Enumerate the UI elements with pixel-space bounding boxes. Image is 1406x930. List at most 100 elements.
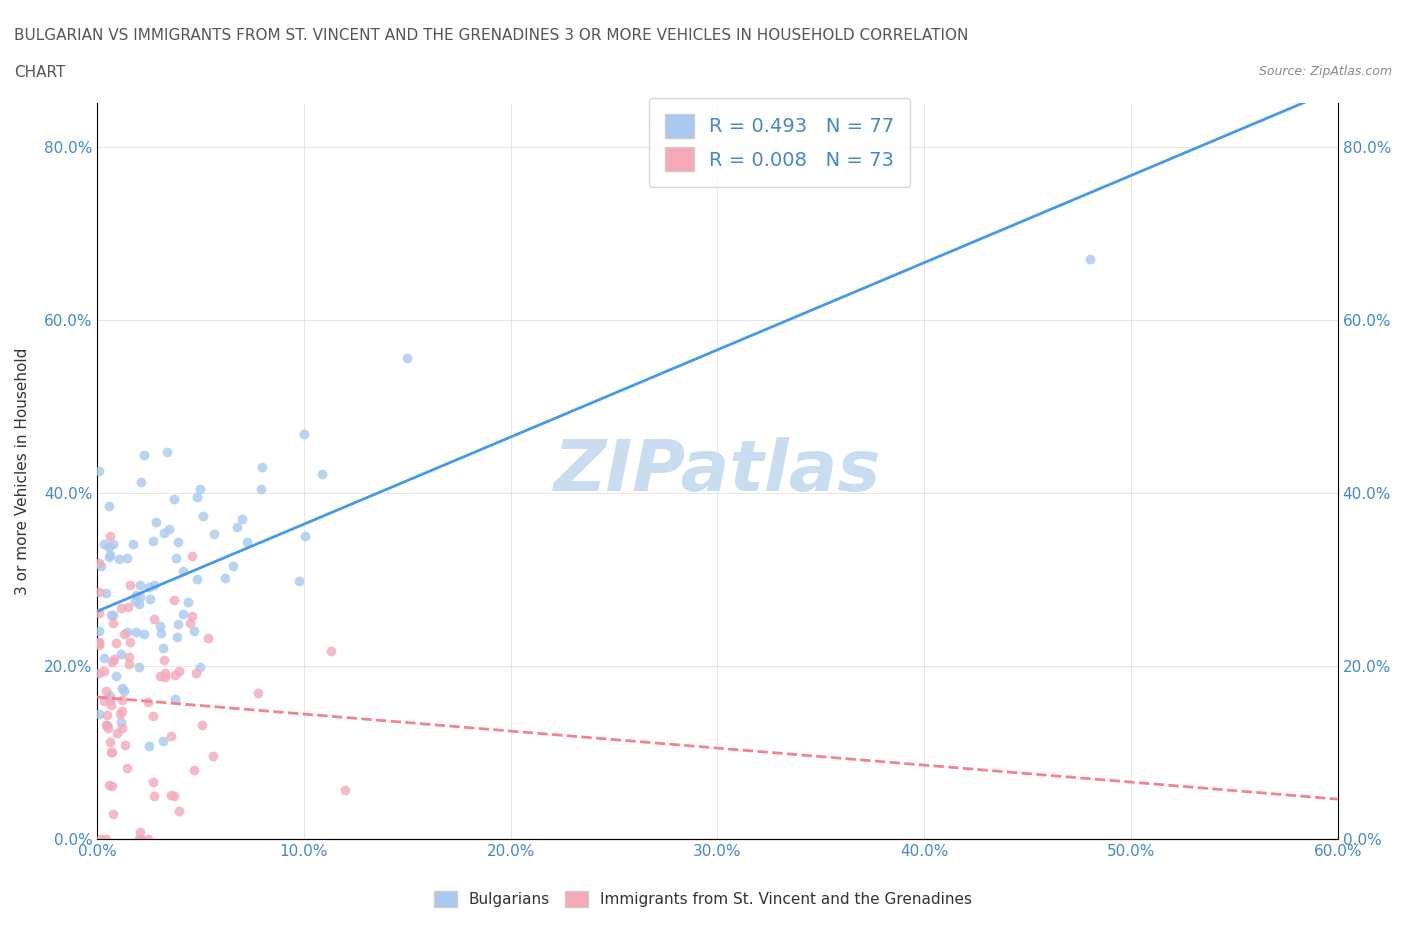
Point: [100, 745, 122, 760]
Point: [112, 626, 135, 641]
Point: [202, 526, 225, 541]
Legend: Bulgarians, Immigrants from St. Vincent and the Grenadines: Bulgarians, Immigrants from St. Vincent …: [427, 884, 979, 913]
Point: [101, 655, 124, 670]
Point: [167, 535, 190, 550]
Point: [132, 447, 155, 462]
Point: [139, 591, 162, 606]
Point: [222, 559, 245, 574]
Point: [311, 467, 333, 482]
Point: [128, 597, 150, 612]
Point: [115, 761, 138, 776]
Point: [142, 789, 165, 804]
Point: [166, 629, 188, 644]
Point: [188, 659, 211, 674]
Point: [152, 526, 174, 541]
Point: [162, 593, 184, 608]
Point: [117, 600, 139, 615]
Point: [94, 832, 117, 847]
Point: [97, 777, 120, 792]
Point: [247, 685, 270, 700]
Point: [104, 668, 127, 683]
Point: [150, 626, 173, 641]
Point: [111, 680, 134, 695]
Point: [89, 605, 111, 620]
Point: [167, 804, 190, 818]
Text: ZIPatlas: ZIPatlas: [554, 437, 882, 506]
Point: [89, 707, 111, 722]
Point: [110, 646, 132, 661]
Point: [94, 586, 117, 601]
Point: [111, 704, 134, 719]
Point: [165, 667, 187, 682]
Point: [103, 651, 125, 666]
Point: [98, 734, 121, 749]
Point: [226, 519, 249, 534]
Point: [145, 514, 167, 529]
Point: [93, 664, 115, 679]
Point: [101, 608, 124, 623]
Point: [138, 579, 160, 594]
Point: [98, 539, 121, 554]
Point: [98, 693, 121, 708]
Point: [191, 718, 214, 733]
Point: [249, 481, 271, 496]
Point: [117, 551, 139, 565]
Point: [101, 806, 124, 821]
Y-axis label: 3 or more Vehicles in Household: 3 or more Vehicles in Household: [15, 348, 30, 595]
Point: [201, 749, 224, 764]
Point: [96, 718, 118, 733]
Point: [90, 832, 112, 847]
Point: [100, 698, 122, 712]
Point: [93, 650, 115, 665]
Point: [197, 631, 219, 645]
Point: [98, 688, 121, 703]
Point: [183, 763, 205, 777]
Point: [94, 717, 117, 732]
Point: [105, 726, 128, 741]
Point: [129, 578, 152, 592]
Point: [89, 623, 111, 638]
Point: [128, 832, 150, 847]
Point: [96, 707, 118, 722]
Point: [142, 774, 165, 789]
Point: [111, 721, 134, 736]
Text: CHART: CHART: [14, 65, 66, 80]
Point: [101, 537, 124, 551]
Point: [138, 738, 160, 753]
Point: [288, 573, 311, 588]
Point: [160, 788, 183, 803]
Point: [129, 832, 152, 847]
Point: [89, 666, 111, 681]
Point: [114, 737, 136, 752]
Point: [142, 578, 165, 593]
Point: [172, 607, 194, 622]
Point: [108, 707, 131, 722]
Point: [152, 641, 174, 656]
Point: [143, 612, 166, 627]
Point: [159, 728, 181, 743]
Point: [156, 445, 179, 459]
Point: [129, 824, 152, 839]
Point: [129, 475, 152, 490]
Point: [153, 666, 176, 681]
Point: [118, 649, 141, 664]
Point: [125, 624, 148, 639]
Point: [155, 670, 177, 684]
Point: [97, 498, 120, 513]
Point: [153, 652, 176, 667]
Text: BULGARIAN VS IMMIGRANTS FROM ST. VINCENT AND THE GRENADINES 3 OR MORE VEHICLES I: BULGARIAN VS IMMIGRANTS FROM ST. VINCENT…: [14, 28, 969, 43]
Point: [163, 491, 186, 506]
Point: [152, 734, 174, 749]
Point: [89, 634, 111, 649]
Point: [179, 616, 201, 631]
Text: Source: ZipAtlas.com: Source: ZipAtlas.com: [1258, 65, 1392, 78]
Point: [186, 666, 208, 681]
Point: [98, 548, 121, 563]
Point: [112, 684, 135, 698]
Point: [250, 459, 273, 474]
Point: [90, 558, 112, 573]
Point: [124, 594, 146, 609]
Point: [172, 564, 194, 578]
Point: [105, 635, 128, 650]
Point: [128, 660, 150, 675]
